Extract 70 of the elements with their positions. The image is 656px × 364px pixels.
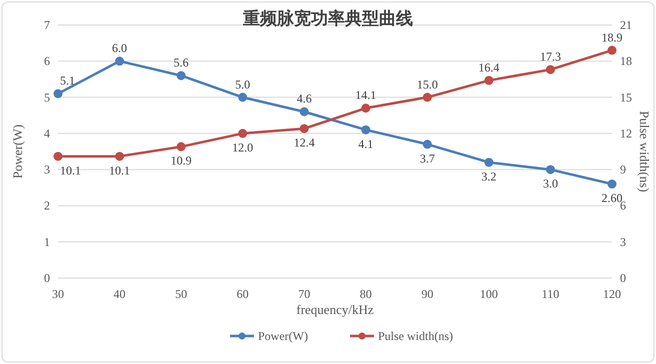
x-tick-label: 110: [542, 287, 560, 301]
data-label: 3.0: [542, 176, 558, 191]
x-tick-label: 100: [480, 287, 498, 301]
x-tick-label: 60: [236, 287, 249, 301]
y2-tick-label: 3: [620, 234, 626, 249]
data-label: 10.9: [170, 154, 192, 168]
point: [422, 140, 432, 149]
data-label: 6.0: [112, 41, 128, 56]
x-tick-label: 90: [421, 287, 434, 301]
y2-tick-label: 15: [620, 90, 632, 104]
y-tick-label: 0: [44, 271, 50, 285]
point: [176, 71, 186, 80]
point: [300, 107, 309, 116]
x-tick-label: 70: [298, 287, 310, 301]
data-label: 5.0: [235, 77, 250, 92]
y2-tick-label: 21: [620, 18, 632, 32]
y-tick-label: 5: [44, 90, 50, 104]
chart-title: 重频脉宽功率典型曲线: [242, 9, 413, 28]
point: [115, 56, 124, 66]
legend-label: Pulse width(ns): [378, 329, 454, 343]
point: [608, 180, 616, 189]
y-tick-label: 2: [44, 198, 50, 213]
x-tick-label: 40: [114, 287, 126, 301]
point: [422, 92, 432, 102]
x-tick-label: 30: [52, 287, 64, 301]
y-tick-label: 4: [44, 126, 50, 140]
x-tick-label: 80: [360, 287, 372, 301]
y-tick-label: 1: [44, 234, 50, 249]
point: [546, 65, 555, 74]
point: [238, 92, 248, 102]
point: [176, 142, 186, 152]
x-tick-label: 50: [175, 287, 188, 301]
data-label: 10.1: [60, 163, 81, 178]
data-label: 5.6: [174, 56, 189, 70]
point: [608, 46, 616, 55]
y2-tick-label: 12: [620, 126, 632, 140]
y-tick-label: 7: [44, 18, 50, 32]
data-label: 4.6: [296, 92, 312, 106]
point: [361, 125, 370, 134]
y-tick-label: 3: [44, 162, 50, 177]
y-axis-title: Power(W): [10, 124, 25, 179]
data-label: 3.2: [481, 169, 496, 184]
data-label: 10.1: [109, 163, 130, 178]
point: [54, 152, 62, 161]
data-label: 4.1: [358, 136, 374, 151]
data-label: 3.7: [420, 151, 435, 166]
x-tick-label: 120: [603, 287, 621, 301]
data-label: 18.9: [602, 30, 622, 44]
y2-axis-title: Pulse width(ns): [637, 110, 652, 192]
data-label: 15.0: [416, 77, 438, 92]
y2-tick-label: 18: [620, 54, 632, 68]
y2-tick-label: 9: [620, 162, 626, 177]
point: [115, 152, 124, 161]
point: [546, 165, 555, 174]
data-label: 12.0: [232, 140, 254, 154]
data-label: 14.1: [355, 88, 376, 102]
data-label: 17.3: [540, 50, 561, 64]
point: [361, 104, 370, 113]
point: [300, 124, 309, 134]
data-label: 16.4: [478, 60, 500, 74]
y-tick-label: 6: [44, 54, 50, 68]
y2-tick-label: 0: [620, 271, 626, 285]
data-label: 5.1: [60, 74, 75, 88]
legend-label: Power(W): [258, 329, 308, 343]
point: [484, 158, 494, 167]
point: [54, 89, 62, 98]
point: [484, 76, 494, 85]
point: [238, 128, 248, 138]
x-axis-title: frequency/kHz: [296, 302, 374, 317]
data-label: 12.4: [294, 136, 315, 150]
